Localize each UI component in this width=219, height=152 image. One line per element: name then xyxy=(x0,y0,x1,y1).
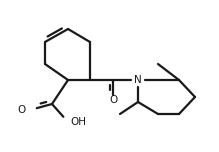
Text: O: O xyxy=(18,105,26,115)
Text: O: O xyxy=(109,95,117,105)
Text: N: N xyxy=(134,75,142,85)
Text: OH: OH xyxy=(70,117,86,127)
